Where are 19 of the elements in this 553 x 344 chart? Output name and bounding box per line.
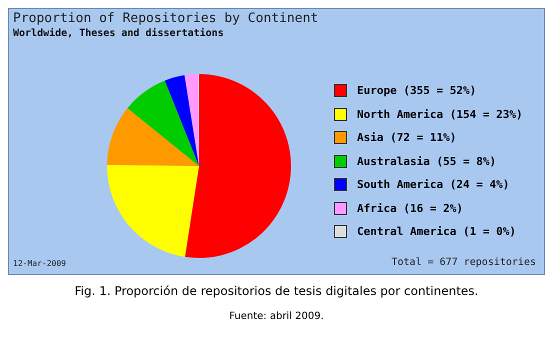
pie-slice <box>107 164 199 257</box>
pie-slice <box>184 74 199 166</box>
legend-label: Australasia (55 = 8%) <box>357 154 496 168</box>
text: 12-Mar-2009 <box>13 259 66 268</box>
legend-label: Europe (355 = 52%) <box>357 84 476 98</box>
caption: Fig. 1. Proporción de repositorios de tesis digitales por continentes. <box>74 284 480 298</box>
legend-label: Africa (16 = 2%) <box>357 202 463 215</box>
pie-slice <box>127 80 199 166</box>
pie-slice <box>107 108 199 166</box>
legend-label: South America (24 = 4%) <box>357 178 510 192</box>
legend-label: Central America (1 = 0%) <box>357 225 516 238</box>
text: Total = 677 repositories <box>392 257 536 268</box>
legend-label: Asia (72 = 11%) <box>357 131 456 144</box>
chart-subtitle: Worldwide, Theses and dissertations <box>13 28 224 39</box>
source-note: Fuente: abril 2009. <box>228 311 325 322</box>
legend-label: North America (154 = 23%) <box>357 108 523 121</box>
pie-slice <box>184 74 291 258</box>
pie-slice <box>164 75 199 166</box>
chart-title: Proportion of Repositories by Continent <box>13 11 318 26</box>
